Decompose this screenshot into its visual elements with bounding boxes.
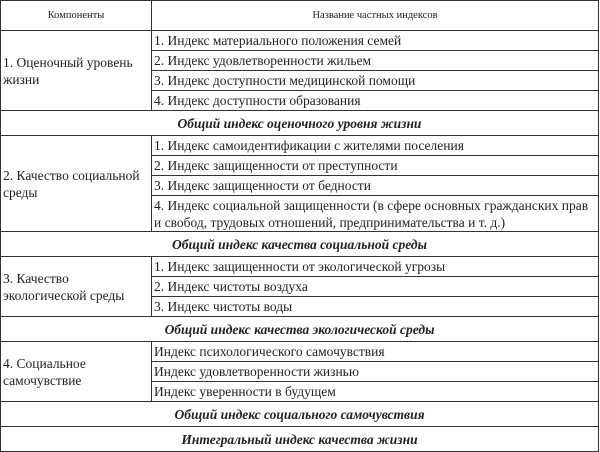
summary-row: Общий индекс качества социальной среды [0, 231, 599, 257]
integral-index-row: Интегральный индекс качества жизни [0, 426, 599, 452]
index-cell: 2. Индекс защищенности от преступности [151, 155, 599, 176]
table-row: 2. Качество социальной среды 1. Индекс са… [0, 135, 599, 232]
index-cell: 1. Индекс самоидентификации с жителями п… [151, 135, 599, 156]
summary-row: Общий индекс оценочного уровня жизни [0, 110, 599, 136]
component-cell: 4. Социальное самочувствие [0, 341, 152, 402]
table-row: 4. Индекс социальной защищенности (в сфе… [1, 195, 599, 232]
integral-index: Интегральный индекс качества жизни [0, 426, 599, 452]
index-cell: 2. Индекс чистоты воздуха [151, 276, 599, 297]
table-row: 3. Индекс защищенности от бедности [1, 175, 599, 196]
summary-index: Общий индекс социального самочувствия [0, 401, 599, 427]
table-row: 3. Качество экологической среды 1. Индекс… [0, 256, 599, 317]
index-cell: Индекс уверенности в будущем [151, 381, 599, 402]
index-cell: 4. Индекс доступности образования [151, 90, 599, 111]
header-components: Компоненты [0, 0, 152, 31]
summary-index: Общий индекс качества социальной среды [0, 231, 599, 257]
index-cell: 2. Индекс удовлетворенности жильем [151, 50, 599, 71]
index-cell: 1. Индекс защищенности от экологической … [151, 256, 599, 277]
index-cell: 4. Индекс социальной защищенности (в сфе… [151, 195, 599, 232]
component-cell: 1. Оценочный уровень жизни [0, 30, 152, 111]
table-row: 2. Индекс чистоты воздуха [1, 276, 599, 297]
summary-index: Общий индекс оценочного уровня жизни [0, 110, 599, 136]
index-cell: 3. Индекс чистоты воды [151, 296, 599, 317]
component-cell: 2. Качество социальной среды [0, 135, 152, 232]
component-cell: 3. Качество экологической среды [0, 256, 152, 317]
header-indices: Название частных индексов [151, 0, 599, 31]
summary-row: Общий индекс качества экологической сред… [0, 316, 599, 342]
index-cell: 1. Индекс материального положения семей [151, 30, 599, 51]
summary-index: Общий индекс качества экологической сред… [0, 316, 599, 342]
table-row: 1. Оценочный уровень жизни 1. Индекс мате… [0, 30, 599, 111]
header-row: Компоненты Название частных индексов [0, 0, 599, 31]
index-cell: Индекс удовлетворенности жизнью [151, 361, 599, 382]
table-row: 4. Социальное самочувствие Индекс психоло… [0, 341, 599, 402]
index-cell: 3. Индекс доступности медицинской помощи [151, 70, 599, 91]
index-cell: 3. Индекс защищенности от бедности [151, 175, 599, 196]
index-cell: Индекс психологического самочувствия [151, 341, 599, 362]
summary-row: Общий индекс социального самочувствия [0, 401, 599, 427]
